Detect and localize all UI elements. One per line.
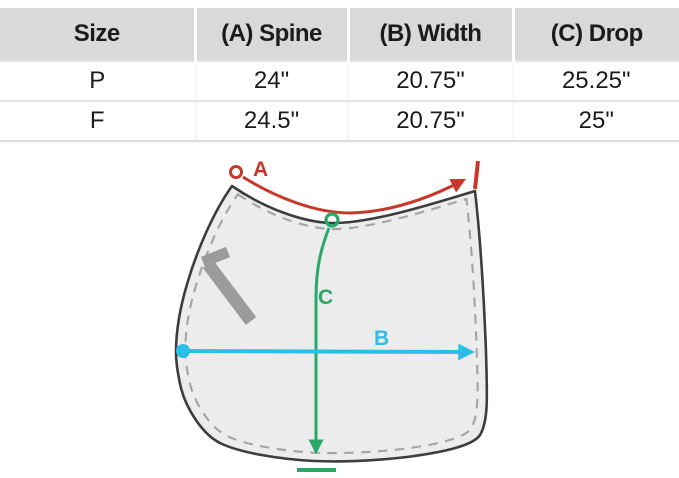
header-size: Size	[0, 8, 195, 61]
width-measure-line: B	[176, 327, 476, 361]
saddle-pad-outline	[174, 184, 489, 463]
drop-start-ring-icon	[324, 212, 340, 228]
spine-start-ring-icon	[229, 165, 243, 179]
cell-drop: 25"	[512, 100, 679, 142]
strap-icon	[200, 246, 257, 325]
drop-measure-line: C	[297, 212, 340, 472]
header-spine: (A) Spine	[193, 8, 348, 61]
cell-size: F	[0, 100, 195, 142]
spine-label: A	[253, 158, 268, 181]
size-table-header-row: Size (A) Spine (B) Width (C) Drop	[0, 8, 679, 61]
width-label: B	[374, 327, 389, 350]
cell-spine: 24"	[194, 60, 348, 101]
header-drop: (C) Drop	[511, 8, 679, 61]
spine-end-tick-icon	[473, 160, 480, 190]
cell-drop: 25.25"	[512, 60, 679, 101]
cell-width: 20.75"	[347, 60, 513, 101]
saddle-pad-diagram: A C B	[174, 158, 489, 472]
spine-measure-line: A	[229, 158, 480, 215]
cell-spine: 24.5"	[194, 100, 348, 142]
table-row-size-f: F 24.5" 20.75" 25"	[0, 100, 679, 142]
cell-size: P	[0, 60, 195, 101]
header-width: (B) Width	[346, 8, 513, 61]
size-table: Size (A) Spine (B) Width (C) Drop P 24" …	[0, 8, 679, 142]
table-row-size-p: P 24" 20.75" 25.25"	[0, 60, 679, 101]
drop-label: C	[318, 286, 333, 309]
cell-width: 20.75"	[347, 100, 513, 142]
